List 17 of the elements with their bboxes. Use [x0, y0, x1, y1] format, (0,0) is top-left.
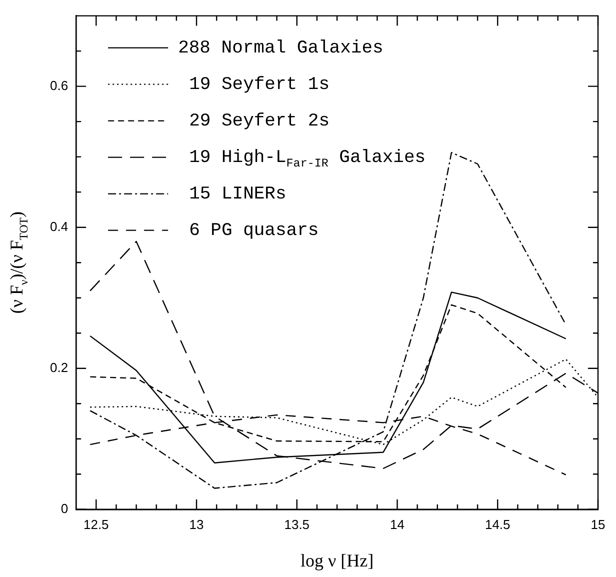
legend-label: 29 Seyfert 2s	[189, 112, 330, 132]
legend-label: 15 LINERs	[189, 184, 286, 205]
legend-label: 288 Normal Galaxies	[178, 38, 384, 59]
x-tick-label: 14	[390, 516, 404, 532]
y-tick-label: 0	[60, 500, 68, 516]
legend-label: 19 Seyfert 1s	[189, 75, 330, 96]
x-tick-label: 15	[590, 516, 606, 532]
legend-label: 6 PG quasars	[189, 221, 319, 242]
y-tick-label: 0.6	[50, 78, 68, 93]
x-tick-label: 14.5	[484, 516, 510, 532]
y-tick-label: 0.4	[50, 218, 68, 234]
x-tick-label: 13.5	[284, 516, 310, 532]
x-axis-title: log ν [Hz]	[300, 550, 374, 571]
y-tick-label: 0.2	[50, 360, 68, 375]
x-tick-label: 13	[189, 516, 204, 532]
y-axis-title: (ν Fν)/(ν FTOT)	[6, 212, 30, 314]
x-tick-label: 12.5	[83, 516, 109, 532]
